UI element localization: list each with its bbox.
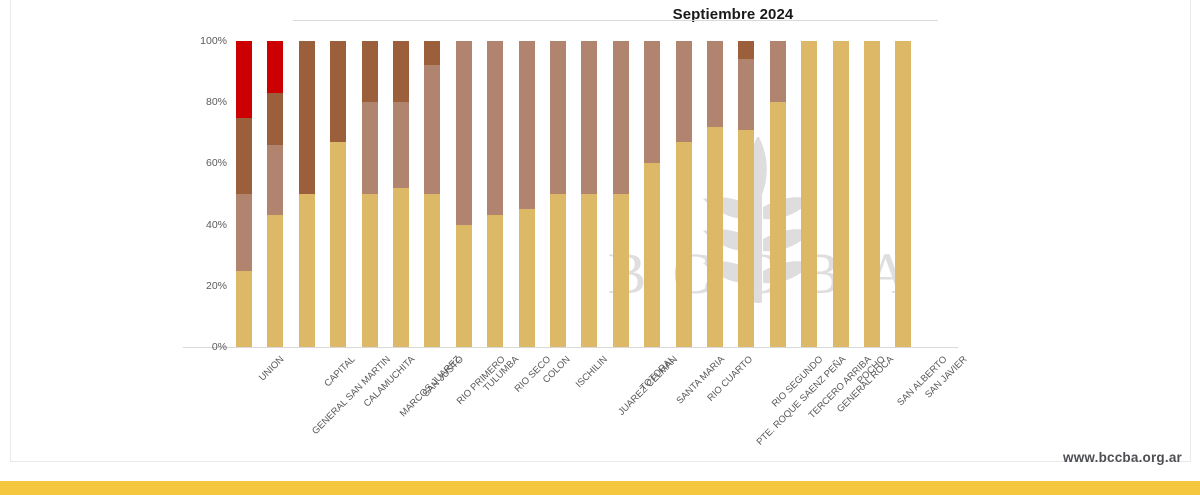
bar-segment-level1 (738, 129, 755, 347)
y-axis: 0% 20% 40% 60% 80% 100% (183, 10, 958, 353)
bar-segment-level3 (330, 41, 347, 142)
bar-segment-level3 (298, 41, 315, 194)
bar-segment-level4 (236, 41, 252, 118)
bar-segment-level2 (455, 41, 472, 225)
card-border-bottom (10, 461, 1191, 462)
footer-accent-bar (0, 481, 1200, 495)
bar-column[interactable] (267, 41, 284, 347)
bar-segment-level4 (267, 41, 284, 94)
bar-segment-level3 (361, 41, 378, 103)
bar-column[interactable] (644, 41, 661, 347)
chart-title: Septiembre 2024 (672, 6, 794, 23)
bar-segment-level2 (424, 65, 441, 194)
bar-column[interactable] (832, 41, 849, 347)
x-axis-labels: UNION GENERAL SAN MARTIN CAPITAL CALAMUCHIT… (235, 350, 970, 470)
bar-column[interactable] (895, 41, 912, 347)
bar-segment-level3 (424, 41, 441, 66)
bar-segment-level2 (487, 41, 504, 216)
bar-segment-level2 (518, 41, 535, 210)
bar-column[interactable] (675, 41, 692, 347)
bar-series-group (235, 10, 958, 348)
bar-segment-level1 (769, 102, 786, 347)
bar-column[interactable] (518, 41, 535, 347)
bar-column[interactable] (393, 41, 409, 347)
y-axis-tick-label: 100% (200, 35, 227, 47)
bar-segment-level2 (550, 41, 566, 194)
bar-column[interactable] (612, 41, 629, 347)
chart-card: Septiembre 2024 0% 20% 40% 60% 80% 100% (10, 0, 1191, 465)
bar-column[interactable] (550, 41, 566, 347)
bar-column[interactable] (769, 41, 786, 347)
bar-segment-level1 (550, 194, 566, 347)
x-axis-label: SAN JUSTO (420, 354, 466, 400)
chart-plot-area: Septiembre 2024 0% 20% 40% 60% 80% 100% (183, 6, 970, 465)
bar-column[interactable] (236, 41, 252, 347)
x-axis-label: UNION (256, 354, 287, 384)
bar-segment-level3 (738, 41, 755, 60)
bar-segment-level1 (361, 194, 378, 347)
bar-segment-level2 (738, 59, 755, 130)
bar-column[interactable] (455, 41, 472, 347)
bar-column[interactable] (581, 41, 598, 347)
bar-segment-level2 (267, 145, 284, 216)
bar-segment-level1 (518, 209, 535, 347)
bar-segment-level2 (581, 41, 598, 194)
bar-segment-level1 (393, 187, 409, 347)
y-axis-tick-label: 40% (205, 218, 227, 231)
bar-segment-level1 (236, 270, 252, 347)
x-axis-label: ISCHILIN (573, 354, 610, 391)
bar-segment-level2 (236, 194, 252, 271)
plot-top-rule (293, 20, 938, 21)
bar-segment-level2 (361, 102, 378, 194)
bar-column[interactable] (738, 41, 755, 347)
bar-segment-level1 (895, 41, 912, 347)
bar-segment-level1 (267, 215, 284, 347)
card-border-left (10, 0, 11, 462)
bar-segment-level2 (707, 41, 723, 127)
bar-segment-level1 (581, 194, 598, 347)
bar-segment-level2 (644, 41, 661, 164)
website-url[interactable]: www.bccba.org.ar (1063, 450, 1182, 465)
bar-segment-level1 (801, 41, 818, 347)
y-axis-tick-label: 20% (205, 279, 227, 292)
bar-segment-level1 (644, 163, 661, 347)
bar-column[interactable] (330, 41, 347, 347)
bar-column[interactable] (361, 41, 378, 347)
bar-segment-level3 (267, 93, 284, 146)
card-border-right (1190, 0, 1191, 462)
bar-segment-level2 (675, 41, 692, 142)
bar-segment-level1 (832, 41, 849, 347)
x-axis-label: TOTORAL (637, 354, 678, 394)
bar-column[interactable] (298, 41, 315, 347)
y-axis-tick-label: 80% (205, 96, 227, 109)
bar-segment-level1 (675, 141, 692, 347)
bar-segment-level1 (330, 141, 347, 347)
bar-segment-level2 (393, 102, 409, 188)
bar-column[interactable] (801, 41, 818, 347)
bar-segment-level1 (424, 194, 441, 347)
bar-segment-level3 (236, 117, 252, 194)
y-axis-tick-label: 0% (211, 341, 227, 353)
x-axis-label: CAPITAL (322, 354, 358, 390)
footer-spacer (0, 468, 1200, 481)
y-axis-tick-label: 60% (205, 157, 227, 170)
bar-segment-level1 (864, 41, 880, 347)
bar-segment-level1 (707, 126, 723, 347)
bar-column[interactable] (707, 41, 723, 347)
bar-segment-level2 (612, 41, 629, 194)
bar-column[interactable] (864, 41, 880, 347)
bar-column[interactable] (487, 41, 504, 347)
bar-segment-level1 (298, 194, 315, 347)
plot-axis-line (183, 347, 958, 348)
bar-segment-level1 (455, 224, 472, 347)
bar-segment-level3 (393, 41, 409, 103)
bar-segment-level2 (769, 41, 786, 103)
bar-column[interactable] (424, 41, 441, 347)
bar-segment-level1 (612, 194, 629, 347)
bar-segment-level1 (487, 215, 504, 347)
